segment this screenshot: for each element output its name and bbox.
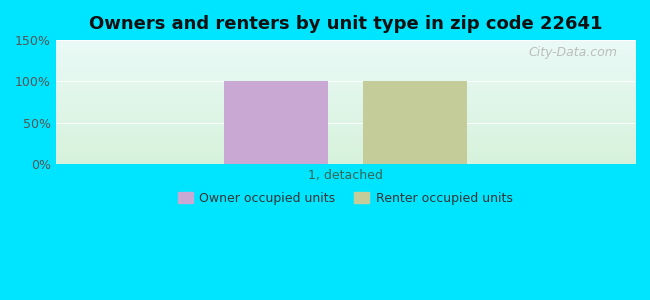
Bar [224,82,328,164]
Title: Owners and renters by unit type in zip code 22641: Owners and renters by unit type in zip c… [88,15,602,33]
Bar [363,82,467,164]
Legend: Owner occupied units, Renter occupied units: Owner occupied units, Renter occupied un… [174,187,517,210]
Text: City-Data.com: City-Data.com [528,46,618,59]
